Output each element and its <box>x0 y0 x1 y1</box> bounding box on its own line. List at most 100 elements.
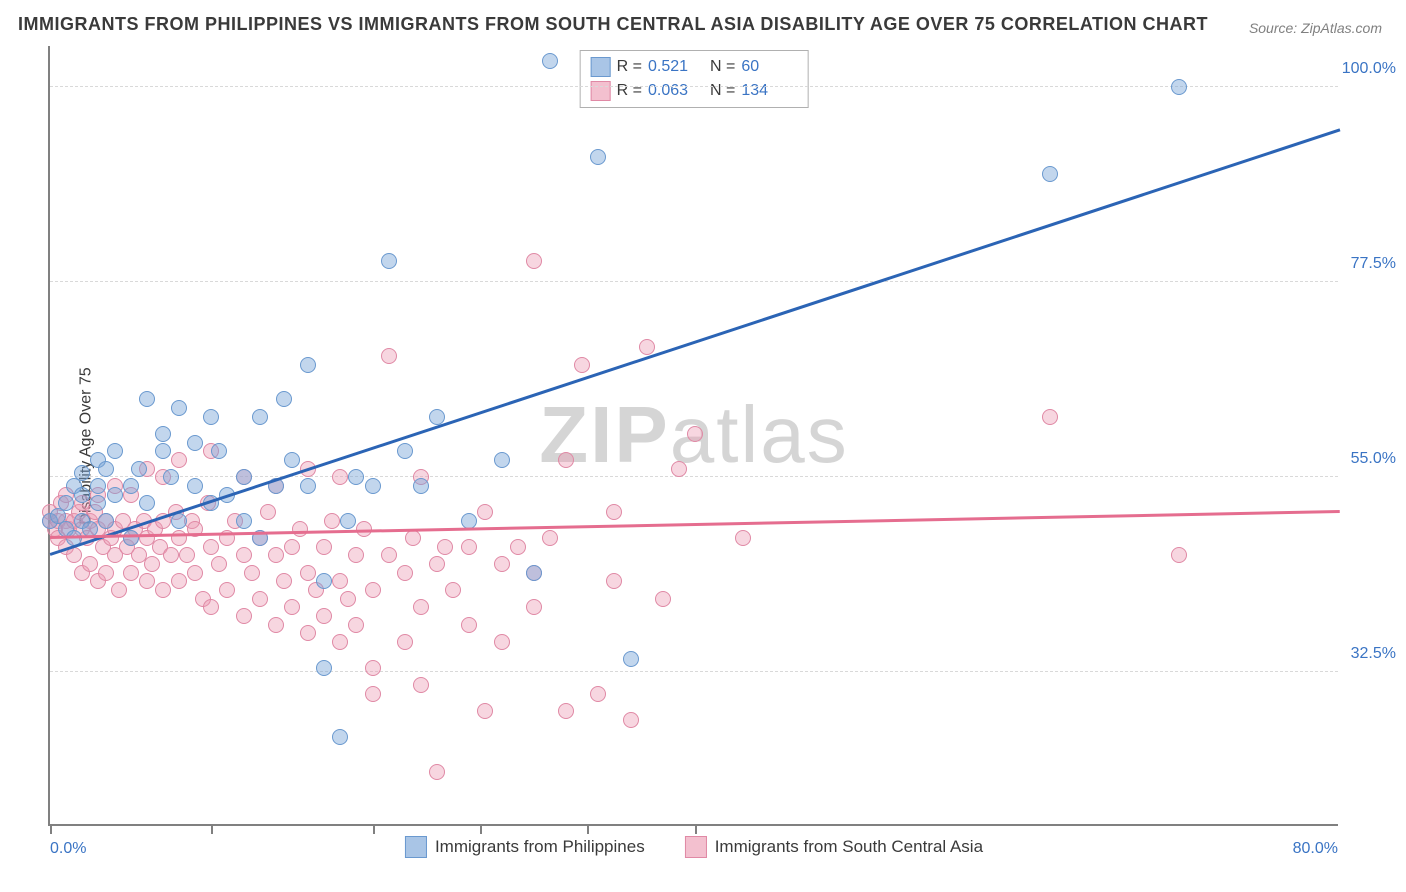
x-axis-min-label: 0.0% <box>50 840 86 858</box>
data-point <box>397 443 413 459</box>
data-point <box>558 452 574 468</box>
data-point <box>276 391 292 407</box>
data-point <box>1171 547 1187 563</box>
data-point <box>163 469 179 485</box>
data-point <box>252 591 268 607</box>
x-tick-mark <box>211 824 213 834</box>
data-point <box>461 513 477 529</box>
data-point <box>655 591 671 607</box>
data-point <box>510 539 526 555</box>
data-point <box>542 53 558 69</box>
data-point <box>365 686 381 702</box>
data-point <box>316 608 332 624</box>
data-point <box>284 539 300 555</box>
data-point <box>163 547 179 563</box>
data-point <box>445 582 461 598</box>
data-point <box>155 426 171 442</box>
legend-r-value: 0.521 <box>648 55 704 79</box>
gridline-h <box>50 281 1338 282</box>
data-point <box>429 556 445 572</box>
data-point <box>558 703 574 719</box>
data-point <box>590 686 606 702</box>
data-point <box>58 495 74 511</box>
legend-swatch-icon <box>591 57 611 77</box>
data-point <box>123 478 139 494</box>
data-point <box>268 617 284 633</box>
data-point <box>171 400 187 416</box>
data-point <box>171 452 187 468</box>
data-point <box>397 634 413 650</box>
data-point <box>526 599 542 615</box>
data-point <box>300 357 316 373</box>
x-tick-mark <box>373 824 375 834</box>
data-point <box>316 573 332 589</box>
data-point <box>413 599 429 615</box>
data-point <box>74 465 90 481</box>
data-point <box>90 478 106 494</box>
data-point <box>171 573 187 589</box>
data-point <box>82 556 98 572</box>
legend-r-value: 0.063 <box>648 79 704 103</box>
data-point <box>494 634 510 650</box>
data-point <box>365 582 381 598</box>
data-point <box>332 469 348 485</box>
data-point <box>316 539 332 555</box>
legend-swatch-icon <box>591 81 611 101</box>
data-point <box>203 539 219 555</box>
data-point <box>590 149 606 165</box>
data-point <box>98 461 114 477</box>
data-point <box>144 556 160 572</box>
y-tick-label: 77.5% <box>1351 255 1396 273</box>
data-point <box>211 443 227 459</box>
data-point <box>348 617 364 633</box>
data-point <box>284 452 300 468</box>
data-point <box>1171 79 1187 95</box>
data-point <box>574 357 590 373</box>
data-point <box>606 573 622 589</box>
data-point <box>340 513 356 529</box>
data-point <box>187 565 203 581</box>
x-tick-mark <box>50 824 52 834</box>
legend-n-value: 134 <box>741 79 797 103</box>
data-point <box>236 608 252 624</box>
plot-area: ZIPatlas R =0.521N =60R =0.063N =134 0.0… <box>48 46 1338 826</box>
data-point <box>381 348 397 364</box>
data-point <box>74 487 90 503</box>
data-point <box>171 513 187 529</box>
legend-swatch-icon <box>685 836 707 858</box>
data-point <box>340 591 356 607</box>
data-point <box>365 478 381 494</box>
data-point <box>131 461 147 477</box>
data-point <box>111 582 127 598</box>
data-point <box>735 530 751 546</box>
data-point <box>324 513 340 529</box>
legend-r-label: R = <box>617 55 642 79</box>
data-point <box>107 487 123 503</box>
series-legend-item: Immigrants from South Central Asia <box>685 836 983 858</box>
chart-title: IMMIGRANTS FROM PHILIPPINES VS IMMIGRANT… <box>18 14 1208 35</box>
data-point <box>623 651 639 667</box>
trend-line <box>50 128 1341 555</box>
data-point <box>526 253 542 269</box>
data-point <box>542 530 558 546</box>
data-point <box>139 391 155 407</box>
x-tick-mark <box>587 824 589 834</box>
data-point <box>244 565 260 581</box>
series-legend-item: Immigrants from Philippines <box>405 836 645 858</box>
data-point <box>494 556 510 572</box>
data-point <box>461 617 477 633</box>
legend-row: R =0.063N =134 <box>591 79 798 103</box>
data-point <box>437 539 453 555</box>
y-tick-label: 55.0% <box>1351 450 1396 468</box>
data-point <box>429 764 445 780</box>
data-point <box>260 504 276 520</box>
data-point <box>276 573 292 589</box>
gridline-h <box>50 86 1338 87</box>
data-point <box>236 469 252 485</box>
data-point <box>606 504 622 520</box>
data-point <box>405 530 421 546</box>
data-point <box>381 253 397 269</box>
series-legend: Immigrants from Philippines Immigrants fr… <box>405 836 983 858</box>
data-point <box>139 495 155 511</box>
data-point <box>671 461 687 477</box>
